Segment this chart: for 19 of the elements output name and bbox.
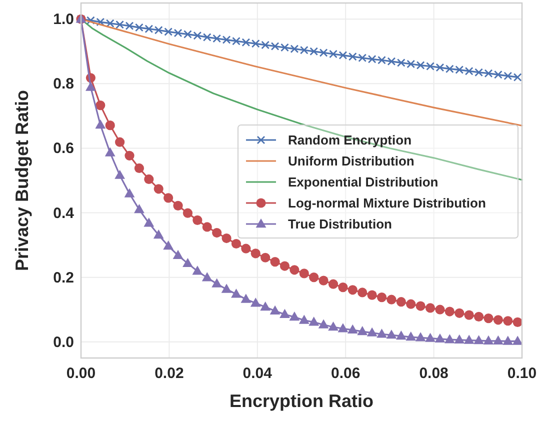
x-tick-label: 0.02 xyxy=(154,365,184,382)
x-tick-label: 0.00 xyxy=(66,365,96,382)
y-tick-label: 0.6 xyxy=(53,140,74,158)
legend-label: Log-normal Mixture Distribution xyxy=(288,196,486,210)
x-axis-title: Encryption Ratio xyxy=(229,391,374,411)
x-tick-label: 0.10 xyxy=(507,365,537,382)
y-tick-label: 0.4 xyxy=(53,204,75,222)
legend-label: Exponential Distribution xyxy=(288,174,438,190)
legend-label: True Distribution xyxy=(288,216,392,232)
y-tick-label: 0.8 xyxy=(53,76,74,93)
legend-label: Random Encryption xyxy=(288,132,412,148)
x-tick-label: 0.08 xyxy=(419,365,448,382)
x-tick-label: 0.06 xyxy=(331,365,360,382)
legend-label: Uniform Distribution xyxy=(288,154,414,168)
y-tick-label: 0.2 xyxy=(53,269,74,286)
y-axis-title: Privacy Budget Ratio xyxy=(12,90,32,272)
y-tick-label: 1.0 xyxy=(53,11,74,28)
y-tick-label: 0.0 xyxy=(53,334,74,351)
x-tick-label: 0.04 xyxy=(242,365,273,382)
